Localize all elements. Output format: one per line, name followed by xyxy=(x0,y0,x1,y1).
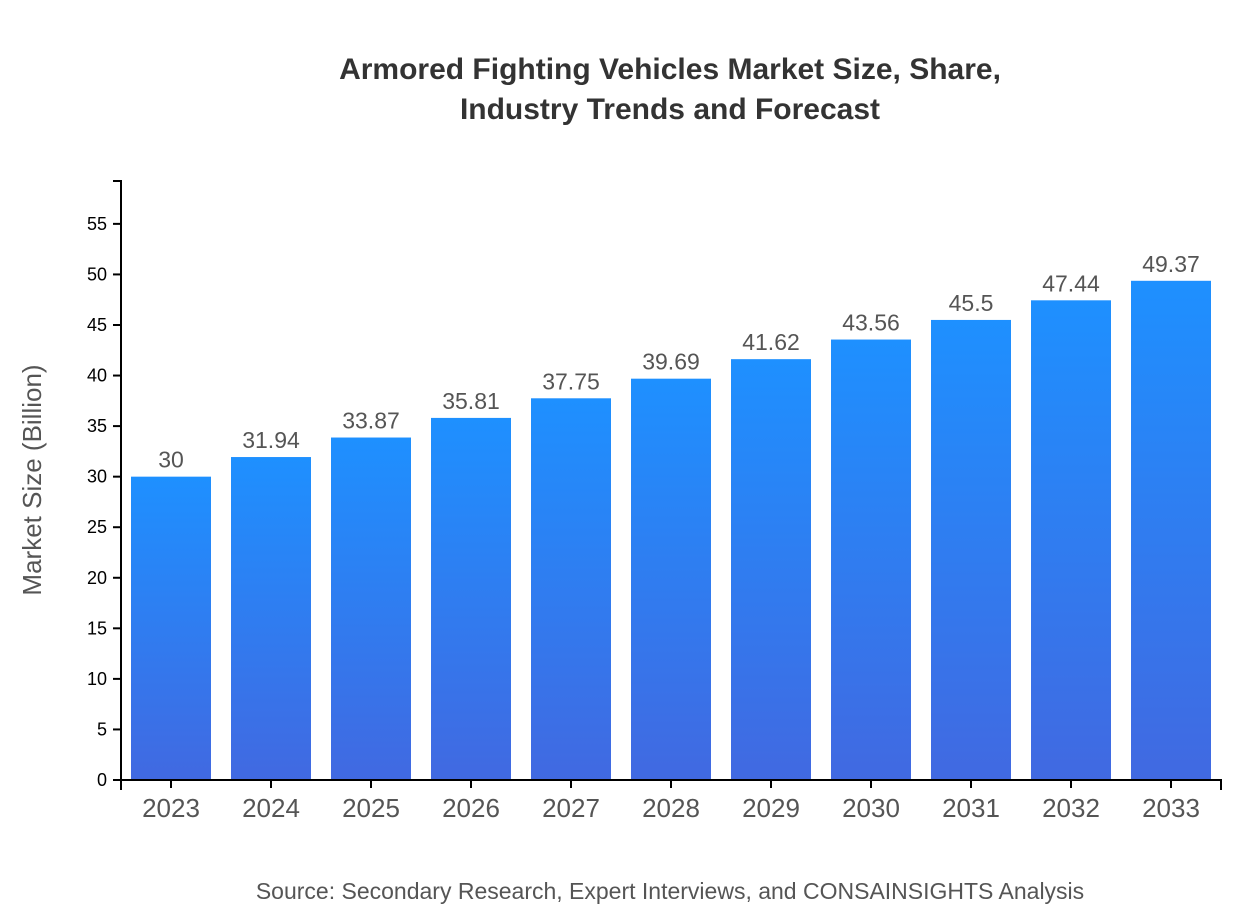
chart-title-line-2: Industry Trends and Forecast xyxy=(459,93,881,126)
bar-2023 xyxy=(131,476,211,780)
x-tick-label-2026: 2026 xyxy=(442,793,500,823)
x-tick-label-2025: 2025 xyxy=(342,793,400,823)
data-label-2032: 47.44 xyxy=(1042,270,1100,296)
bar-2028 xyxy=(631,378,711,780)
y-axis-label: Market Size (Billion) xyxy=(17,364,47,595)
y-tick-label-45: 45 xyxy=(87,315,107,335)
data-label-2025: 33.87 xyxy=(342,408,400,434)
x-tick-label-2028: 2028 xyxy=(642,793,700,823)
bar-2025 xyxy=(331,437,411,780)
chart-title: Armored Fighting Vehicles Market Size, S… xyxy=(0,50,1260,130)
bar-2030 xyxy=(831,339,911,780)
data-label-2030: 43.56 xyxy=(842,310,900,336)
y-axis-line xyxy=(113,180,122,780)
bar-2033 xyxy=(1131,280,1211,780)
y-tick-label-10: 10 xyxy=(87,669,107,689)
chart-title-line-1: Armored Fighting Vehicles Market Size, S… xyxy=(339,53,1001,86)
data-label-2033: 49.37 xyxy=(1142,251,1200,277)
x-tick-label-2024: 2024 xyxy=(242,793,300,823)
x-tick-label-2031: 2031 xyxy=(942,793,1000,823)
bar-2024 xyxy=(231,457,311,780)
y-tick-label-15: 15 xyxy=(87,618,107,638)
data-label-2029: 41.62 xyxy=(742,329,800,355)
y-tick-label-20: 20 xyxy=(87,568,107,588)
y-tick-label-50: 50 xyxy=(87,264,107,284)
data-label-2031: 45.5 xyxy=(949,290,994,316)
y-tick-label-55: 55 xyxy=(87,214,107,234)
x-tick-label-2023: 2023 xyxy=(142,793,200,823)
data-label-2024: 31.94 xyxy=(242,427,300,453)
y-tick-label-40: 40 xyxy=(87,366,107,386)
x-tick-label-2033: 2033 xyxy=(1142,793,1200,823)
bar-2031 xyxy=(931,319,1011,780)
data-label-2026: 35.81 xyxy=(442,388,500,414)
data-label-2023: 30 xyxy=(158,447,184,473)
data-label-2028: 39.69 xyxy=(642,349,700,375)
bar-2029 xyxy=(731,359,811,780)
y-tick-label-35: 35 xyxy=(87,416,107,436)
bar-2032 xyxy=(1031,300,1111,780)
y-tick-label-30: 30 xyxy=(87,467,107,487)
x-tick-label-2027: 2027 xyxy=(542,793,600,823)
y-tick-label-25: 25 xyxy=(87,517,107,537)
y-tick-label-5: 5 xyxy=(97,719,107,739)
y-tick-label-0: 0 xyxy=(97,770,107,790)
bar-2026 xyxy=(431,417,511,780)
x-tick-label-2032: 2032 xyxy=(1042,793,1100,823)
source-note: Source: Secondary Research, Expert Inter… xyxy=(255,878,1085,904)
x-tick-label-2030: 2030 xyxy=(842,793,900,823)
data-label-2027: 37.75 xyxy=(542,368,600,394)
x-tick-label-2029: 2029 xyxy=(742,793,800,823)
x-axis-line xyxy=(120,779,1222,790)
bar-2027 xyxy=(531,398,611,780)
